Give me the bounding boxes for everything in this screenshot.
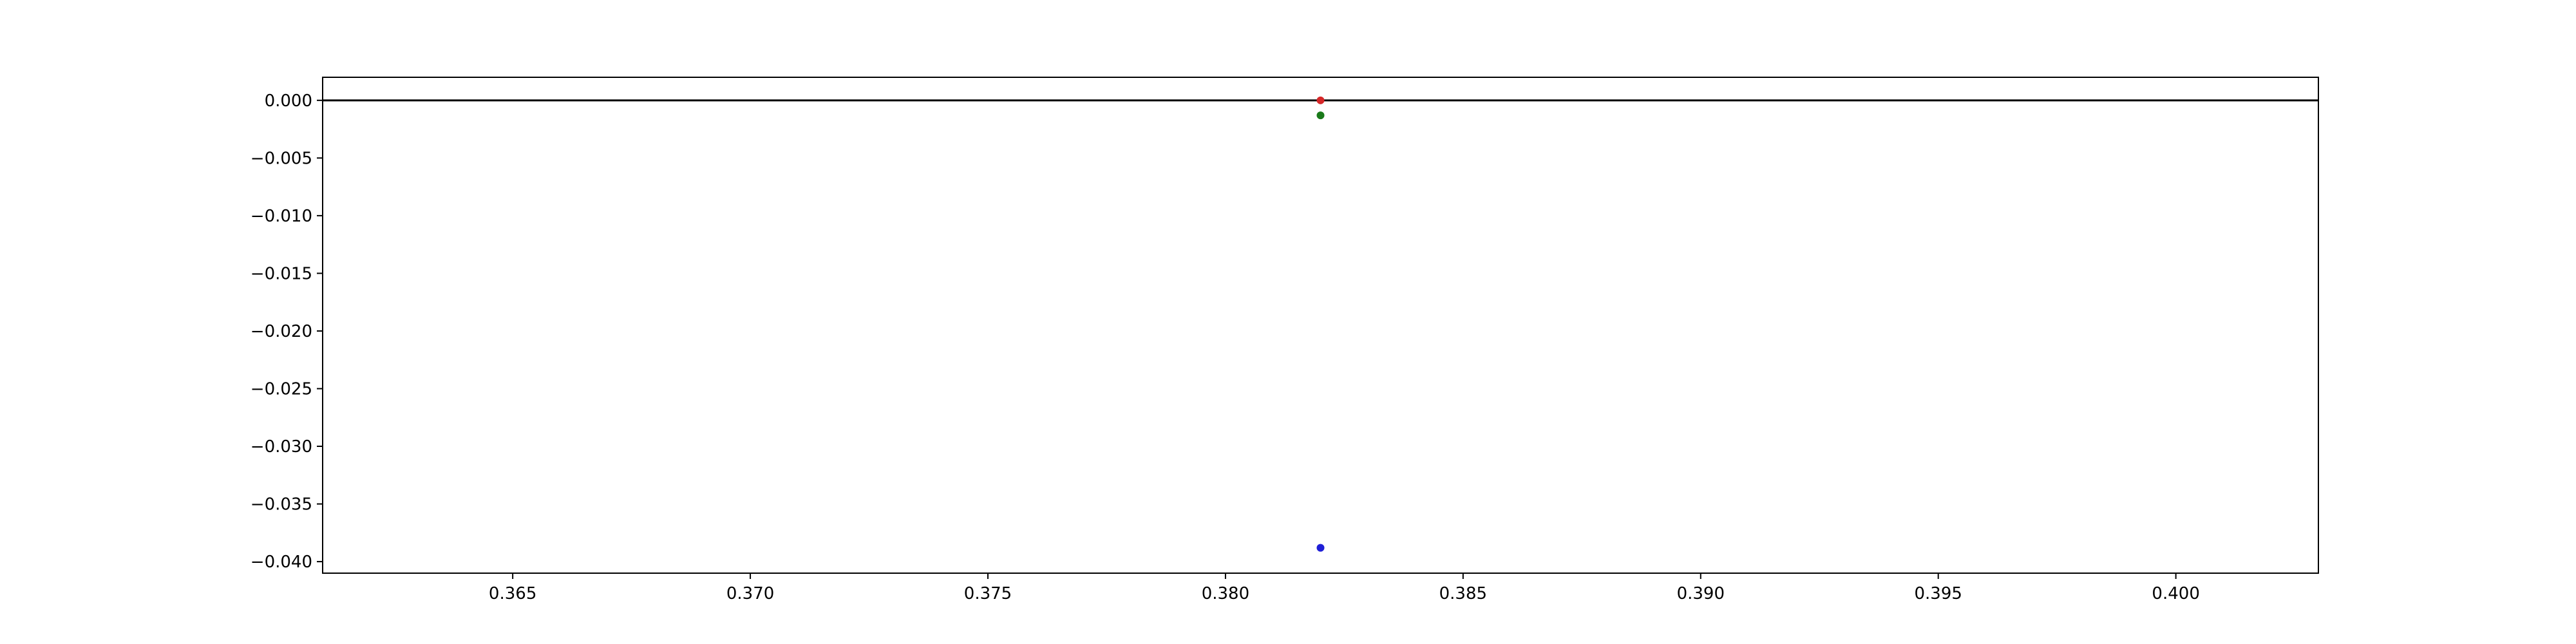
y-tick-label: −0.025	[251, 379, 312, 399]
x-tick-label: 0.370	[726, 584, 774, 603]
y-tick-label: −0.030	[251, 437, 312, 457]
plot-area	[323, 77, 2318, 573]
x-tick-label: 0.375	[964, 584, 1012, 603]
y-tick-label: −0.040	[251, 553, 312, 572]
y-axis: 0.000 −0.005 −0.010 −0.015 −0.020 −0.025 −0.03…	[251, 91, 323, 572]
data-point-3	[1316, 544, 1325, 552]
y-tick-label: 0.000	[265, 91, 312, 111]
y-tick-label: −0.005	[251, 149, 312, 168]
y-tick-label: −0.015	[251, 264, 312, 283]
plot-frame	[322, 77, 2319, 574]
data-point-1	[1316, 96, 1325, 104]
x-tick-label: 0.365	[489, 584, 536, 603]
x-tick-label: 0.390	[1677, 584, 1725, 603]
x-tick-label: 0.395	[1914, 584, 1962, 603]
x-tick-label: 0.385	[1439, 584, 1487, 603]
x-tick-label: 0.400	[2152, 584, 2199, 603]
data-point-2	[1316, 111, 1325, 120]
data-points	[1316, 96, 1325, 552]
x-axis: 0.365 0.370 0.375 0.380 0.385 0.390 0.395 0.400	[489, 573, 2200, 603]
x-tick-label: 0.380	[1202, 584, 1249, 603]
y-tick-label: −0.035	[251, 495, 312, 515]
y-tick-label: −0.010	[251, 207, 312, 226]
y-tick-label: −0.020	[251, 322, 312, 341]
